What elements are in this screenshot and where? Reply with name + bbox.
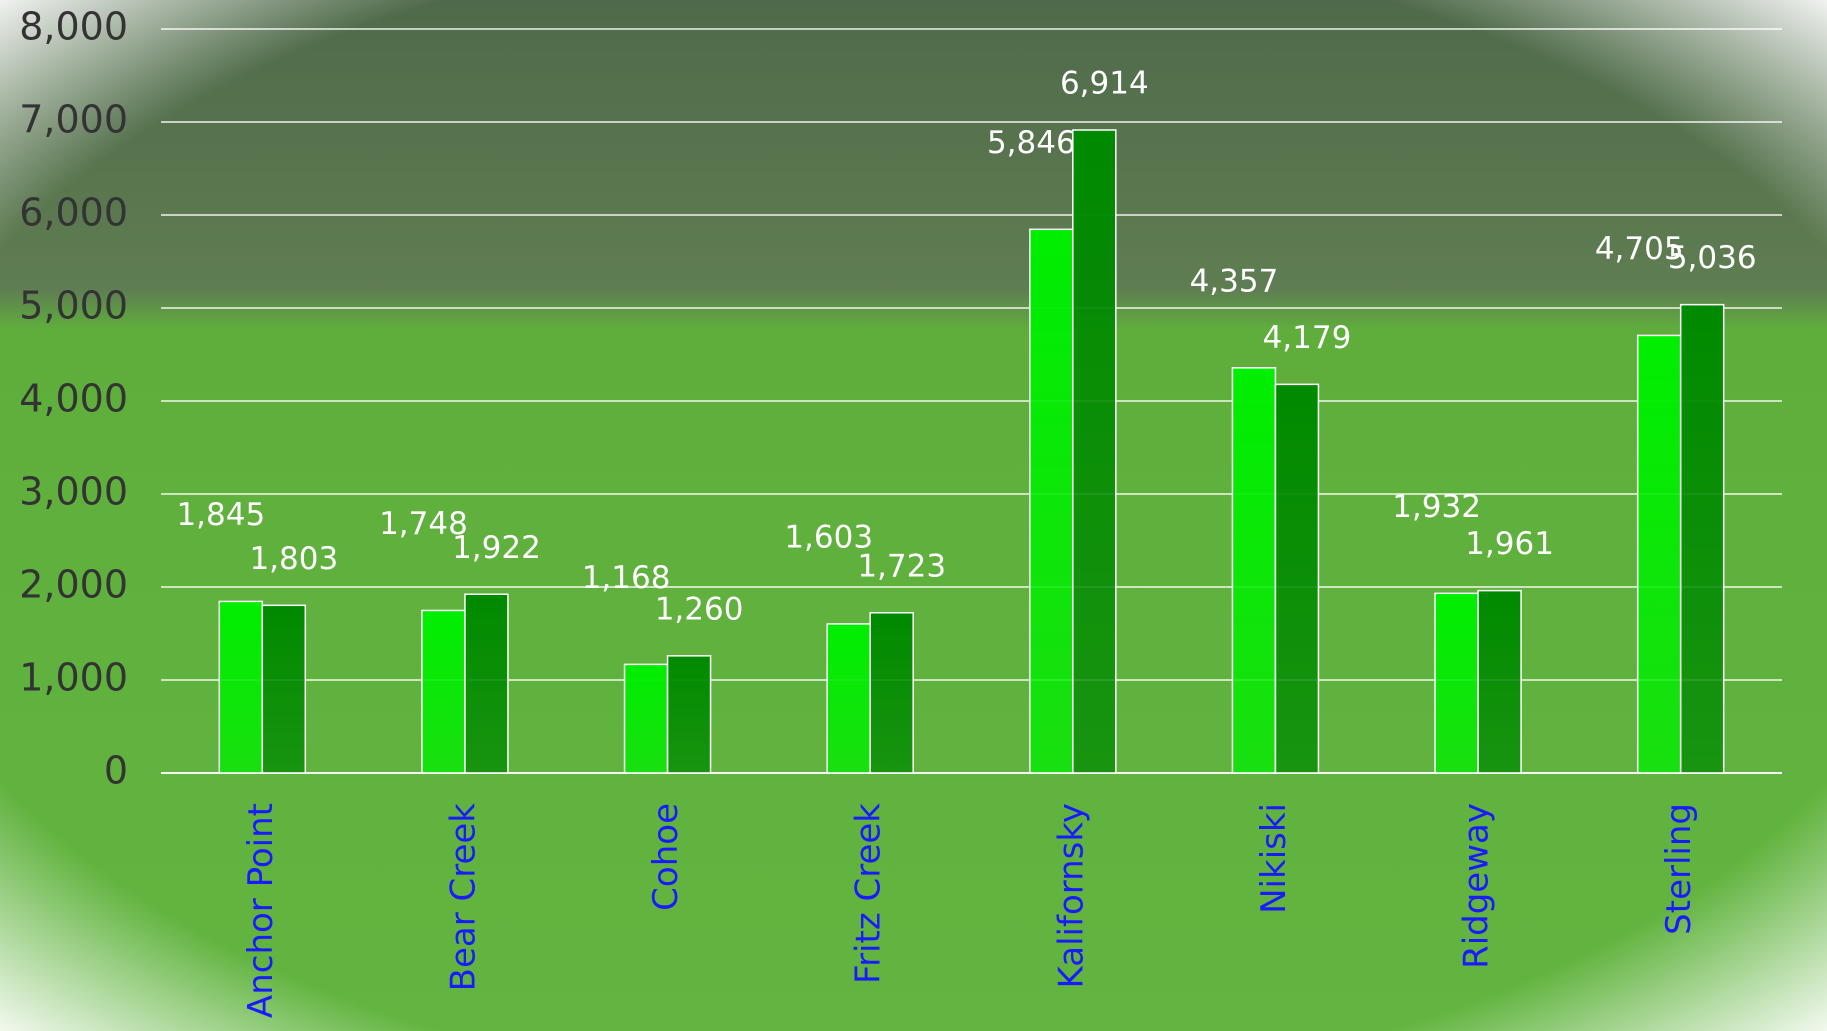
value-label: 1,932 xyxy=(1392,489,1481,525)
value-label: 1,260 xyxy=(655,591,744,627)
y-tick-label: 0 xyxy=(104,749,128,793)
x-tick-label: Nikiski xyxy=(1254,803,1294,914)
value-label: 4,357 xyxy=(1190,263,1279,299)
value-label: 1,603 xyxy=(784,519,873,555)
bar xyxy=(218,600,264,774)
bar xyxy=(1679,303,1725,774)
bar xyxy=(261,604,307,774)
x-tick-label: Fritz Creek xyxy=(849,803,889,984)
y-tick-label: 3,000 xyxy=(19,470,128,514)
y-tick-label: 1,000 xyxy=(19,656,128,700)
x-tick-label: Ridgeway xyxy=(1457,803,1497,969)
bar xyxy=(421,609,466,774)
y-tick-label: 7,000 xyxy=(19,98,128,142)
bar xyxy=(1274,383,1320,774)
bar xyxy=(1636,334,1682,774)
bar xyxy=(623,663,669,774)
y-tick-label: 6,000 xyxy=(19,191,128,235)
y-tick-label: 4,000 xyxy=(19,377,128,421)
value-label: 1,168 xyxy=(582,560,671,596)
value-label: 1,803 xyxy=(249,541,338,577)
value-label: 1,961 xyxy=(1465,526,1554,562)
bar xyxy=(1477,589,1522,774)
value-label: 4,179 xyxy=(1263,320,1352,356)
value-label: 1,922 xyxy=(452,530,541,566)
value-label: 5,846 xyxy=(987,125,1076,161)
x-tick-label: Kalifornsky xyxy=(1051,803,1091,988)
x-tick-label: Cohoe xyxy=(646,803,686,911)
x-tick-label: Sterling xyxy=(1659,803,1699,935)
x-tick-label: Bear Creek xyxy=(443,803,483,992)
value-label: 1,845 xyxy=(176,497,265,533)
y-tick-label: 2,000 xyxy=(19,563,128,607)
value-label: 5,036 xyxy=(1668,240,1757,276)
x-tick-label: Anchor Point xyxy=(241,803,281,1018)
bar xyxy=(1231,367,1277,774)
y-tick-label: 8,000 xyxy=(19,5,128,49)
bar xyxy=(1434,592,1479,774)
y-tick-label: 5,000 xyxy=(19,284,128,328)
value-label: 4,705 xyxy=(1595,231,1684,267)
bar xyxy=(869,612,914,774)
value-label: 6,914 xyxy=(1060,65,1149,101)
value-label: 1,748 xyxy=(379,506,468,542)
value-label: 1,723 xyxy=(857,548,946,584)
bar xyxy=(1072,129,1117,774)
bar xyxy=(1029,228,1074,774)
bar xyxy=(826,623,871,774)
bar xyxy=(464,593,509,774)
bar xyxy=(666,655,712,774)
